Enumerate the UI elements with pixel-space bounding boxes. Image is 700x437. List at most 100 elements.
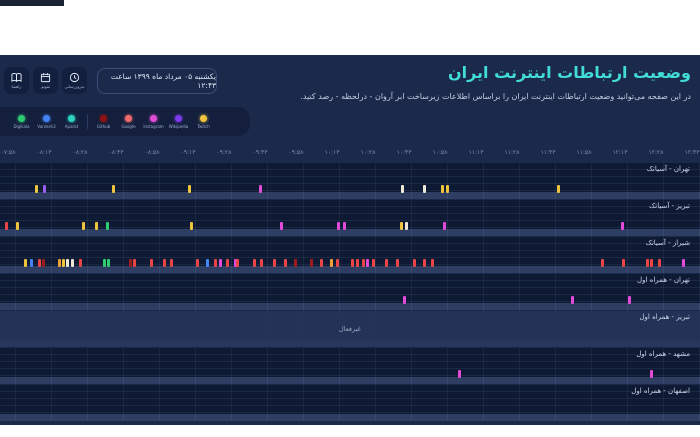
outage-tick — [280, 222, 283, 230]
outage-tick — [284, 259, 287, 267]
outage-tick — [35, 185, 38, 193]
time-tick-label: ۰۹:۱۳ — [180, 149, 196, 156]
legend-item-label: Aparat — [64, 123, 79, 129]
page-subtitle: در این صفحه می‌توانید وضعیت ارتباطات این… — [300, 92, 691, 101]
time-tick-label: ۱۱:۱۳ — [468, 149, 484, 156]
legend-item-label: Wikipedia — [168, 123, 189, 129]
outage-tick — [423, 259, 426, 267]
legend-item-aparat[interactable]: Aparat — [59, 114, 84, 129]
band-lanes — [0, 348, 700, 377]
outage-tick — [253, 259, 256, 267]
time-tick-label: ۱۰:۴۳ — [396, 149, 412, 156]
legend-item-twitch[interactable]: Twitch — [191, 114, 216, 129]
legend-item-instagram[interactable]: Instagram — [141, 114, 166, 129]
time-tick-label: ۰۸:۲۸ — [72, 149, 88, 156]
outage-tick — [330, 259, 333, 267]
band-label: شیراز - آسیاتک — [645, 239, 690, 247]
calendar-button-label: تقویم — [41, 84, 50, 89]
outage-tick — [24, 259, 27, 267]
time-tick-label: ۱۲:۱۳ — [612, 149, 628, 156]
legend-item-label: Varzesh3 — [37, 123, 56, 129]
outage-tick — [682, 259, 685, 267]
site-legend: Digikala Varzesh3 Aparat Github Google Instag… — [0, 107, 250, 136]
time-tick-label: ۱۱:۴۳ — [540, 149, 556, 156]
outage-tick — [71, 259, 74, 267]
band-lanes — [0, 237, 700, 266]
calendar-icon — [40, 72, 51, 83]
outage-tick — [107, 259, 110, 267]
calendar-button[interactable]: تقویم — [33, 67, 58, 94]
outage-tick — [196, 259, 199, 267]
time-tick-label: ۱۰:۲۸ — [360, 149, 376, 156]
outage-tick — [103, 259, 106, 267]
band-summary-strip — [0, 229, 700, 236]
book-icon — [11, 72, 22, 83]
band-summary-strip — [0, 266, 700, 273]
aparat-dot-icon — [68, 114, 75, 122]
outage-tick — [16, 222, 19, 230]
legend-divider — [87, 114, 88, 129]
outage-tick — [190, 222, 193, 230]
outage-tick — [150, 259, 153, 267]
no-data-status-label: غیرفعال — [339, 325, 361, 333]
refresh-button-label: به‌روزرسانی — [64, 84, 85, 89]
varzesh3-dot-icon — [43, 114, 50, 122]
digikala-dot-icon — [18, 114, 25, 122]
band-lanes — [0, 163, 700, 192]
outage-tick — [112, 185, 115, 193]
outage-tick — [259, 185, 262, 193]
outage-tick — [622, 259, 625, 267]
outage-tick — [5, 222, 8, 230]
outage-tick — [170, 259, 173, 267]
outage-tick — [650, 370, 653, 378]
refresh-button[interactable]: به‌روزرسانی — [62, 67, 87, 94]
outage-tick — [320, 259, 323, 267]
legend-item-wikipedia[interactable]: Wikipedia — [166, 114, 191, 129]
band-summary-strip — [0, 303, 700, 310]
outage-tick — [66, 259, 69, 267]
outage-tick — [42, 259, 45, 267]
time-tick-label: ۰۸:۴۳ — [108, 149, 124, 156]
outage-tick — [571, 296, 574, 304]
time-tick-label: ۱۰:۱۳ — [324, 149, 340, 156]
outage-tick — [133, 259, 136, 267]
time-axis: ۰۷:۵۸ ۰۸:۱۳ ۰۸:۲۸ ۰۸:۴۳ ۰۸:۵۸ ۰۹:۱۳ ۰۹:۲۸ ۰۹:۴۳… — [0, 149, 700, 159]
outage-tick — [236, 259, 239, 267]
band-label: اصفهان - همراه اول — [631, 387, 690, 395]
date-display[interactable]: یکشنبه ۰۵ مرداد ماه ۱۳۹۹ ساعت ۱۲:۴۳ — [97, 68, 217, 94]
outage-tick — [362, 259, 365, 267]
guide-button[interactable]: راهنما — [4, 67, 29, 94]
outage-tick — [273, 259, 276, 267]
outage-tick — [557, 185, 560, 193]
outage-tick — [62, 259, 65, 267]
legend-item-digikala[interactable]: Digikala — [9, 114, 34, 129]
legend-item-varzesh3[interactable]: Varzesh3 — [34, 114, 59, 129]
outage-tick — [658, 259, 661, 267]
time-tick-label: ۱۱:۲۸ — [504, 149, 520, 156]
timeline-band: غیرفعال تبریز - همراه اول — [0, 311, 700, 348]
outage-tick — [106, 222, 109, 230]
outage-tick — [446, 185, 449, 193]
time-tick-label: ۱۰:۵۸ — [432, 149, 448, 156]
band-lanes — [0, 200, 700, 229]
legend-item-label: Twitch — [197, 123, 210, 129]
band-label: تهران - همراه اول — [637, 276, 690, 284]
outage-tick — [431, 259, 434, 267]
time-tick-label: ۰۷:۵۸ — [0, 149, 16, 156]
outage-tick — [260, 259, 263, 267]
instagram-dot-icon — [150, 114, 157, 122]
outage-tick — [188, 185, 191, 193]
wikipedia-dot-icon — [175, 114, 182, 122]
outage-tick — [30, 259, 33, 267]
outage-tick — [385, 259, 388, 267]
time-tick-label: ۰۹:۴۳ — [252, 149, 268, 156]
outage-tick — [343, 222, 346, 230]
legend-item-github[interactable]: Github — [91, 114, 116, 129]
legend-item-label: Digikala — [13, 123, 30, 129]
outage-tick — [396, 259, 399, 267]
no-data-overlay: غیرفعال — [0, 311, 700, 347]
band-summary-strip — [0, 414, 700, 421]
outage-tick — [214, 259, 217, 267]
legend-item-google[interactable]: Google — [116, 114, 141, 129]
outage-tick — [79, 259, 82, 267]
